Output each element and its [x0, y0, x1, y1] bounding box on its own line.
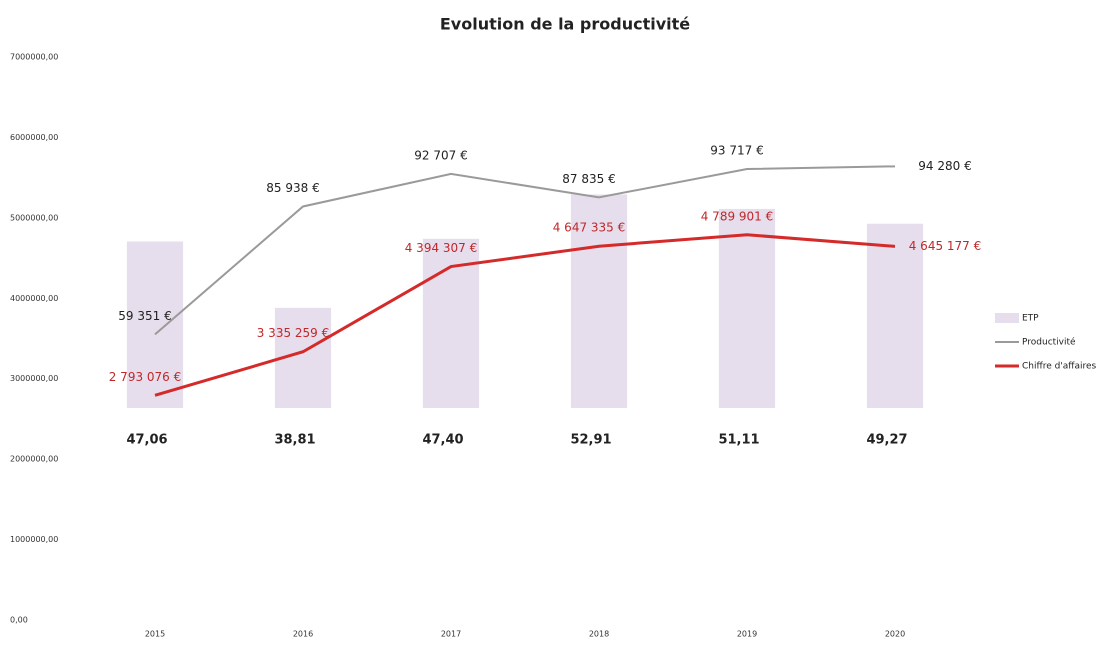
y-tick-label: 1000000,00 — [10, 535, 58, 544]
y-tick-label: 0,00 — [10, 616, 28, 625]
y-tick-label: 4000000,00 — [10, 294, 58, 303]
legend-label: ETP — [1022, 314, 1039, 324]
data-label: 4 394 307 € — [405, 241, 478, 255]
y-tick-label: 2000000,00 — [10, 455, 58, 464]
data-label: 4 645 177 € — [909, 239, 982, 253]
x-tick-label: 2017 — [441, 630, 461, 639]
x-tick-label: 2020 — [885, 630, 905, 639]
data-label: 51,11 — [718, 433, 759, 448]
data-label: 4 789 901 € — [701, 209, 774, 223]
data-label: 47,06 — [126, 433, 167, 448]
bar — [274, 307, 332, 408]
line — [154, 233, 896, 397]
bar-group — [126, 194, 924, 408]
data-label: 87 835 € — [562, 172, 615, 186]
x-tick-label: 2019 — [737, 630, 757, 639]
data-label: 3 335 259 € — [257, 326, 330, 340]
data-label: 85 938 € — [266, 181, 319, 195]
bar — [422, 238, 480, 408]
x-tick-label: 2016 — [293, 630, 313, 639]
data-label: 92 707 € — [414, 148, 467, 162]
bar — [718, 208, 776, 408]
data-label: 2 793 076 € — [109, 370, 182, 384]
x-tick-label: 2018 — [589, 630, 609, 639]
data-label: 49,27 — [866, 433, 907, 448]
data-label: 47,40 — [422, 433, 463, 448]
y-tick-label: 6000000,00 — [10, 133, 58, 142]
y-tick-label: 3000000,00 — [10, 374, 58, 383]
chart-title: Evolution de la productivité — [440, 15, 690, 34]
bar — [570, 194, 628, 408]
y-tick-label: 5000000,00 — [10, 213, 58, 222]
data-label: 4 647 335 € — [553, 221, 626, 235]
legend-label: Chiffre d'affaires — [1022, 362, 1097, 372]
data-label: 94 280 € — [918, 159, 971, 173]
x-tick-label: 2015 — [145, 630, 165, 639]
y-tick-label: 7000000,00 — [10, 53, 58, 62]
legend-swatch — [995, 313, 1019, 323]
bar — [866, 223, 924, 408]
line — [154, 165, 896, 336]
data-label: 59 351 € — [118, 309, 171, 323]
data-label: 93 717 € — [710, 144, 763, 158]
legend-label: Productivité — [1022, 337, 1076, 348]
bar — [126, 241, 184, 408]
data-label: 38,81 — [274, 433, 315, 448]
data-label: 52,91 — [570, 433, 611, 448]
